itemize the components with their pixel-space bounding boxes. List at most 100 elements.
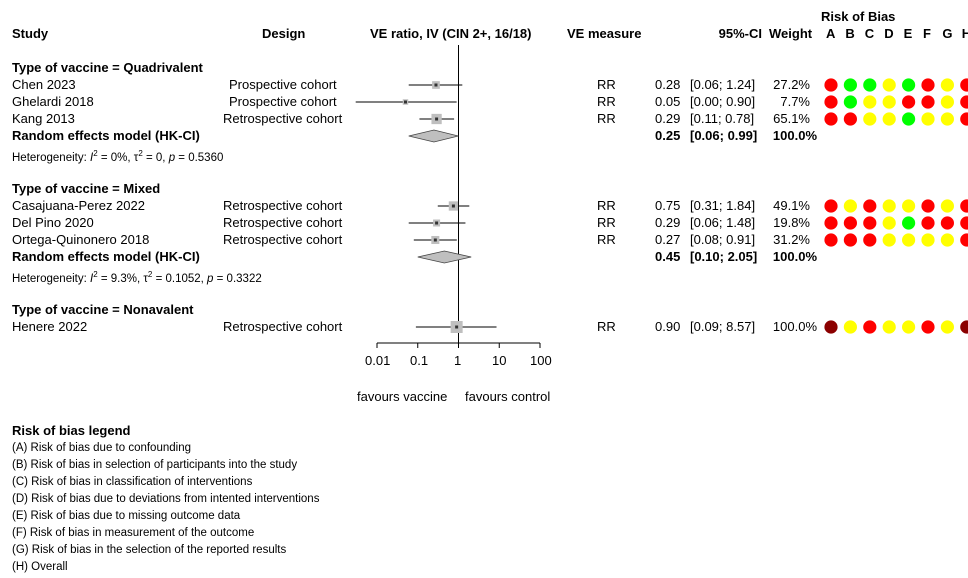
study-design: Retrospective cohort — [223, 215, 343, 230]
rob-dot-yellow — [921, 233, 935, 247]
rob-dot-green — [843, 78, 858, 92]
weight-cell: 27.2% — [773, 77, 810, 92]
rob-dot-red — [960, 199, 968, 213]
favours-right-label: favours control — [465, 389, 551, 404]
point-estimate — [435, 221, 439, 225]
study-name: Ortega-Quinonero 2018 — [12, 232, 150, 247]
rob-dot-yellow — [882, 95, 896, 109]
estimate-cell: 0.05 — [655, 94, 681, 109]
group-label-nonavalent: Type of vaccine = Nonavalent — [12, 302, 194, 317]
header-study: Study — [12, 26, 49, 41]
rob-dot-yellow — [921, 112, 935, 126]
estimate-cell: 0.75 — [655, 198, 681, 213]
rob-dot-red — [843, 112, 858, 126]
rob-dot-red — [940, 216, 955, 230]
rob-dot-red — [824, 78, 838, 92]
rob-dot-yellow — [940, 95, 955, 109]
rob-dot-yellow — [902, 320, 916, 334]
rob-domain-header: A — [826, 26, 836, 41]
header-rob-title: Risk of Bias — [821, 9, 896, 24]
rob-dot-yellow — [882, 78, 896, 92]
rob-dot-green — [902, 78, 916, 92]
pooled-label: Random effects model (HK-CI) — [12, 249, 200, 264]
estimate-cell: 0.29 — [655, 111, 681, 126]
rob-dot-red — [921, 199, 935, 213]
x-tick-label: 0.01 — [365, 353, 391, 368]
point-estimate — [434, 83, 438, 87]
legend-item: (D) Risk of bias due to deviations from … — [12, 493, 320, 505]
study-name: Kang 2013 — [12, 111, 75, 126]
rob-dot-green — [843, 95, 858, 109]
pooled-weight: 100.0% — [772, 128, 817, 143]
rob-dot-red — [863, 216, 877, 230]
rob-dot-yellow — [882, 320, 896, 334]
rob-dot-red — [921, 216, 935, 230]
heterogeneity-text: Heterogeneity: I2 = 9.3%, τ2 = 0.1052, p… — [12, 270, 262, 285]
header-ci: 95%-CI — [718, 26, 762, 41]
ci-cell: [0.11; 0.78] — [690, 111, 755, 126]
point-estimate — [455, 325, 459, 329]
group-label-quadrivalent: Type of vaccine = Quadrivalent — [12, 60, 203, 75]
header-design: Design — [262, 26, 306, 41]
legend-item: (B) Risk of bias in selection of partici… — [12, 459, 298, 471]
pooled-diamond — [408, 129, 459, 143]
pooled-weight: 100.0% — [772, 249, 817, 264]
ci-cell: [0.08; 0.91] — [690, 232, 756, 247]
measure-cell: RR — [597, 232, 616, 247]
rob-domain-header: B — [845, 26, 855, 41]
measure-cell: RR — [597, 111, 616, 126]
header-measure: VE measure — [567, 26, 642, 41]
rob-dot-green — [863, 78, 877, 92]
header-effect: VE ratio, IV (CIN 2+, 16/18) — [370, 26, 532, 41]
point-estimate — [403, 100, 407, 104]
measure-cell: RR — [597, 215, 616, 230]
rob-dot-red — [824, 233, 838, 247]
study-name: Chen 2023 — [12, 77, 76, 92]
rob-dot-yellow — [882, 233, 896, 247]
legend-item: (G) Risk of bias in the selection of the… — [12, 544, 287, 556]
estimate-cell: 0.28 — [655, 77, 681, 92]
weight-cell: 19.8% — [773, 215, 810, 230]
rob-dot-darkred — [960, 320, 968, 334]
rob-dot-red — [960, 216, 968, 230]
pooled-label: Random effects model (HK-CI) — [12, 128, 200, 143]
rob-dot-red — [824, 216, 838, 230]
ci-cell: [0.00; 0.90] — [690, 94, 756, 109]
legend-item: (E) Risk of bias due to missing outcome … — [12, 510, 241, 522]
rob-dot-yellow — [940, 199, 955, 213]
rob-dot-yellow — [902, 233, 916, 247]
pooled-diamond — [417, 250, 472, 264]
heterogeneity-text: Heterogeneity: I2 = 0%, τ2 = 0, p = 0.53… — [12, 149, 224, 164]
rob-dot-yellow — [863, 112, 877, 126]
x-tick-label: 10 — [492, 353, 507, 368]
rob-dot-yellow — [940, 320, 955, 334]
weight-cell: 49.1% — [773, 198, 810, 213]
group-label-mixed: Type of vaccine = Mixed — [12, 181, 161, 196]
pooled-ci: [0.10; 2.05] — [690, 249, 758, 264]
rob-dot-yellow — [843, 320, 858, 334]
study-design: Retrospective cohort — [223, 198, 343, 213]
study-design: Prospective cohort — [229, 94, 337, 109]
favours-left-label: favours vaccine — [357, 389, 448, 404]
rob-dot-red — [960, 112, 968, 126]
study-name: Casajuana-Perez 2022 — [12, 198, 145, 213]
rob-domain-header: F — [923, 26, 931, 41]
rob-dot-yellow — [940, 78, 955, 92]
estimate-cell: 0.29 — [655, 215, 681, 230]
rob-dot-red — [960, 95, 968, 109]
rob-dot-yellow — [902, 199, 916, 213]
pooled-estimate: 0.45 — [655, 249, 681, 264]
weight-cell: 65.1% — [773, 111, 810, 126]
rob-dot-red — [824, 199, 838, 213]
measure-cell: RR — [597, 94, 616, 109]
x-tick-label: 1 — [454, 353, 462, 368]
rob-dot-yellow — [882, 216, 896, 230]
estimate-cell: 0.90 — [655, 319, 681, 334]
rob-dot-red — [921, 95, 935, 109]
legend-title: Risk of bias legend — [12, 423, 131, 438]
header-weight: Weight — [769, 26, 813, 41]
estimate-cell: 0.27 — [655, 232, 681, 247]
rob-domain-header: G — [942, 26, 953, 41]
rob-domain-header: D — [884, 26, 894, 41]
weight-cell: 100.0% — [772, 319, 817, 334]
